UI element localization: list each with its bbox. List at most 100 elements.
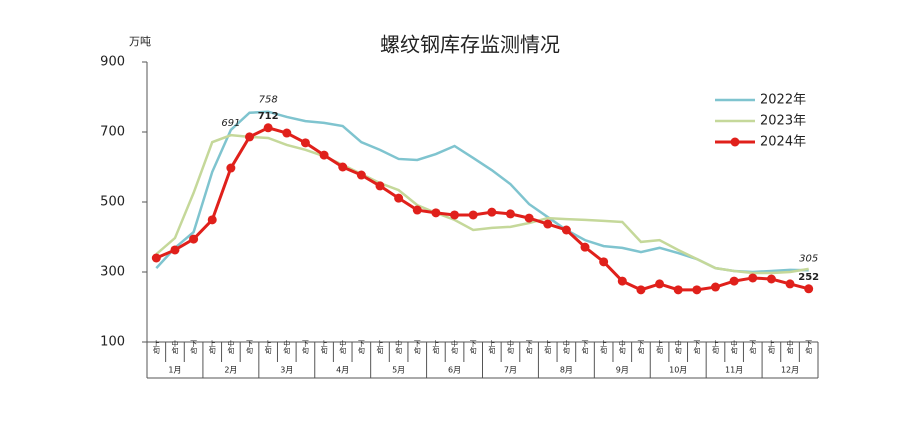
x-tick-label: 中旬 <box>227 339 235 355</box>
point <box>300 138 310 148</box>
month-label: 10月 <box>669 366 687 375</box>
point <box>207 215 217 225</box>
point <box>263 123 273 133</box>
month-label: 11月 <box>725 366 743 375</box>
x-tick-label: 上旬 <box>656 339 664 355</box>
x-tick-label: 中旬 <box>730 339 738 355</box>
point <box>692 285 702 295</box>
x-tick-label: 下旬 <box>749 340 757 355</box>
series-line <box>155 133 809 275</box>
x-tick-label: 上旬 <box>208 339 216 355</box>
x-tick-label: 中旬 <box>674 339 682 355</box>
point <box>710 282 720 292</box>
month-label: 6月 <box>448 366 461 375</box>
point <box>450 210 460 220</box>
point <box>599 257 609 267</box>
x-tick-label: 上旬 <box>711 339 719 355</box>
value-label: 712 <box>258 111 279 122</box>
x-tick-label: 上旬 <box>600 339 608 355</box>
x-tick-label: 下旬 <box>246 340 254 355</box>
value-label: 758 <box>259 95 278 106</box>
y-tick-label: 100 <box>100 335 125 350</box>
x-tick-label: 上旬 <box>488 339 496 355</box>
x-tick-label: 中旬 <box>339 339 347 355</box>
point <box>226 163 236 173</box>
point <box>561 225 571 235</box>
x-tick-label: 下旬 <box>190 340 198 355</box>
month-label: 3月 <box>280 366 293 375</box>
x-tick-label: 中旬 <box>283 339 291 355</box>
value-label: 305 <box>799 253 818 264</box>
x-tick-label: 下旬 <box>301 340 309 355</box>
month-label: 4月 <box>336 366 349 375</box>
month-label: 9月 <box>616 366 629 375</box>
x-tick-label: 下旬 <box>637 340 645 355</box>
value-label: 691 <box>221 118 240 129</box>
legend-label: 2024年 <box>760 135 806 150</box>
value-label: 252 <box>798 272 819 283</box>
x-tick-label: 中旬 <box>171 339 179 355</box>
point <box>282 128 292 138</box>
x-tick-label: 中旬 <box>786 339 794 355</box>
x-tick-label: 中旬 <box>451 339 459 355</box>
point <box>636 285 646 295</box>
x-tick-label: 下旬 <box>469 340 477 355</box>
month-label: 1月 <box>168 366 181 375</box>
point <box>319 150 329 160</box>
x-tick-label: 下旬 <box>357 340 365 355</box>
x-tick-label: 上旬 <box>376 339 384 355</box>
point <box>785 279 795 289</box>
point <box>617 276 627 286</box>
x-tick-label: 上旬 <box>432 339 440 355</box>
point <box>245 132 255 142</box>
legend-label: 2023年 <box>760 114 806 129</box>
x-tick-label: 中旬 <box>395 339 403 355</box>
point <box>580 242 590 252</box>
point <box>748 273 758 283</box>
x-tick-label: 上旬 <box>544 339 552 355</box>
x-tick-label: 下旬 <box>581 340 589 355</box>
point <box>468 210 478 220</box>
point <box>189 234 199 244</box>
month-label: 7月 <box>504 366 517 375</box>
point <box>151 253 161 263</box>
x-tick-label: 下旬 <box>805 340 813 355</box>
x-tick-label: 上旬 <box>767 339 775 355</box>
point <box>524 213 534 223</box>
x-tick-label: 下旬 <box>413 340 421 355</box>
point <box>804 284 814 294</box>
month-label: 12月 <box>781 366 799 375</box>
point <box>375 181 385 191</box>
point <box>338 162 348 172</box>
point <box>412 205 422 215</box>
x-tick-label: 下旬 <box>693 340 701 355</box>
chart-title: 螺纹钢库存监测情况 <box>380 33 560 57</box>
x-tick-label: 中旬 <box>618 339 626 355</box>
legend-label: 2022年 <box>760 93 806 108</box>
point <box>487 207 497 217</box>
point <box>766 274 776 284</box>
month-label: 2月 <box>224 366 237 375</box>
y-unit: 万吨 <box>129 35 151 48</box>
point <box>356 170 366 180</box>
point <box>170 245 180 255</box>
point <box>655 279 665 289</box>
point <box>394 193 404 203</box>
x-tick-label: 下旬 <box>525 340 533 355</box>
point <box>431 208 441 218</box>
y-tick-label: 900 <box>100 55 125 70</box>
month-label: 5月 <box>392 366 405 375</box>
x-tick-label: 中旬 <box>562 339 570 355</box>
y-tick-label: 300 <box>100 265 125 280</box>
x-tick-label: 上旬 <box>320 339 328 355</box>
month-label: 8月 <box>560 366 573 375</box>
point <box>543 219 553 229</box>
y-tick-label: 700 <box>100 125 125 140</box>
x-tick-label: 上旬 <box>152 339 160 355</box>
y-tick-label: 500 <box>100 195 125 210</box>
x-tick-label: 中旬 <box>506 339 514 355</box>
x-tick-label: 上旬 <box>264 339 272 355</box>
legend-marker <box>730 137 740 147</box>
point <box>729 276 739 286</box>
